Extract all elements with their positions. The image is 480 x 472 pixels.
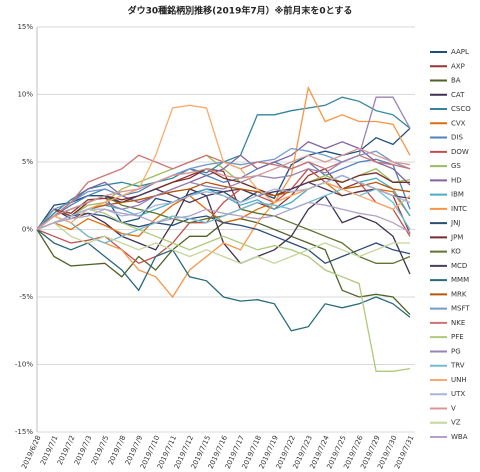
series-line	[36, 181, 411, 231]
y-tick-label: -10%	[15, 361, 33, 369]
legend-label: TRV	[450, 362, 465, 370]
legend-label: HD	[451, 176, 462, 184]
series-line	[36, 218, 411, 316]
legend-label: MMM	[451, 276, 469, 284]
series-line	[36, 147, 411, 231]
legend-label: DIS	[451, 134, 463, 142]
series-line	[36, 201, 411, 233]
legend-label: JNJ	[450, 219, 460, 227]
series-line	[36, 158, 411, 231]
legend-label: KO	[451, 248, 461, 256]
legend-label: MCD	[451, 262, 467, 270]
series-line	[36, 221, 410, 265]
legend-label: PFE	[451, 333, 464, 341]
legend-label: CSCO	[451, 105, 471, 113]
series-line	[36, 104, 411, 231]
chart-title: ダウ30種銘柄別推移(2019年7月）※前月末を0とする	[128, 5, 353, 17]
legend-label: IBM	[451, 191, 464, 199]
legend-label: AXP	[451, 62, 465, 70]
y-tick-label: -15%	[15, 428, 33, 436]
series-line	[36, 168, 411, 234]
y-tick-label: 5%	[22, 158, 33, 166]
legend-label: UTX	[451, 390, 465, 398]
y-tick-label: -5%	[19, 293, 33, 301]
legend-label: VZ	[451, 419, 461, 427]
legend-label: JPM	[450, 233, 463, 241]
legend-label: AAPL	[451, 48, 469, 56]
legend-label: MSFT	[451, 305, 470, 313]
legend-label: GS	[451, 162, 461, 170]
legend-label: WBA	[451, 433, 468, 441]
series-line	[36, 212, 411, 265]
legend-label: MRK	[451, 290, 467, 298]
series-line	[36, 174, 411, 231]
series-line	[36, 228, 411, 332]
legend-label: NKE	[451, 319, 465, 327]
series-line	[36, 141, 411, 231]
legend-label: BA	[451, 77, 461, 85]
legend-label: CVX	[451, 119, 466, 127]
legend-label: CAT	[451, 91, 465, 99]
legend-label: INTC	[451, 205, 467, 213]
y-tick-label: 0%	[22, 226, 33, 234]
y-tick-label: 10%	[17, 91, 33, 99]
legend-label: V	[451, 404, 456, 412]
series-line	[36, 208, 411, 372]
legend-label: UNH	[451, 376, 467, 384]
y-tick-label: 15%	[17, 23, 33, 31]
legend-label: PG	[451, 347, 461, 355]
legend-label: DOW	[451, 148, 469, 156]
x-tick-label: 2019/6/28	[20, 434, 42, 470]
